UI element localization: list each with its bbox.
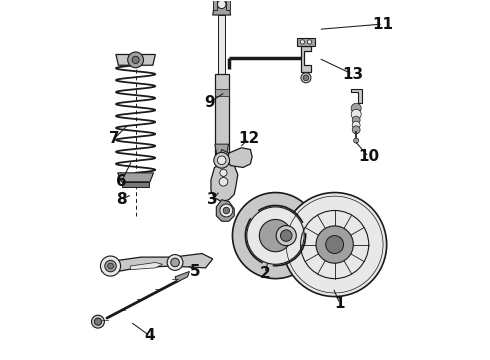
Circle shape	[247, 207, 304, 264]
Polygon shape	[300, 45, 311, 72]
Circle shape	[354, 138, 359, 143]
Text: 13: 13	[342, 67, 363, 82]
Circle shape	[352, 121, 360, 129]
Polygon shape	[216, 200, 234, 221]
Circle shape	[220, 169, 227, 176]
Polygon shape	[215, 144, 228, 155]
Circle shape	[326, 235, 343, 253]
Circle shape	[280, 230, 292, 241]
Circle shape	[108, 263, 113, 269]
Text: 9: 9	[204, 95, 215, 111]
Polygon shape	[130, 262, 163, 270]
Circle shape	[92, 315, 104, 328]
Circle shape	[351, 109, 361, 120]
Polygon shape	[226, 0, 230, 10]
Polygon shape	[227, 148, 252, 167]
Circle shape	[259, 220, 292, 252]
Circle shape	[132, 56, 139, 63]
Circle shape	[283, 193, 387, 297]
Polygon shape	[351, 89, 362, 103]
Circle shape	[167, 255, 183, 270]
Circle shape	[276, 226, 296, 246]
Polygon shape	[220, 149, 229, 160]
Polygon shape	[213, 3, 231, 15]
Text: 12: 12	[238, 131, 259, 146]
Polygon shape	[215, 74, 228, 155]
Circle shape	[351, 103, 361, 113]
Circle shape	[171, 258, 179, 267]
Polygon shape	[116, 54, 155, 65]
Polygon shape	[215, 89, 228, 96]
Text: 1: 1	[335, 296, 345, 311]
Circle shape	[95, 318, 101, 325]
Circle shape	[223, 207, 230, 214]
Circle shape	[100, 256, 121, 276]
Circle shape	[218, 156, 226, 165]
Polygon shape	[118, 173, 153, 182]
Circle shape	[352, 116, 360, 124]
Text: 4: 4	[145, 328, 155, 343]
Circle shape	[307, 40, 312, 44]
Circle shape	[352, 126, 360, 134]
Polygon shape	[122, 182, 149, 187]
Circle shape	[105, 260, 116, 272]
Circle shape	[301, 73, 311, 83]
Circle shape	[214, 152, 230, 168]
Text: 7: 7	[109, 131, 120, 146]
Text: 2: 2	[259, 266, 270, 281]
Text: 11: 11	[372, 17, 393, 32]
Circle shape	[303, 75, 309, 81]
Polygon shape	[213, 0, 218, 10]
Polygon shape	[297, 39, 315, 45]
Text: 6: 6	[116, 174, 126, 189]
Circle shape	[220, 204, 233, 217]
Polygon shape	[175, 271, 190, 282]
Polygon shape	[219, 15, 225, 76]
Polygon shape	[211, 162, 238, 202]
Text: 5: 5	[190, 264, 200, 279]
Circle shape	[232, 193, 318, 279]
Circle shape	[218, 0, 226, 9]
Text: 8: 8	[116, 192, 126, 207]
Circle shape	[316, 226, 353, 263]
Circle shape	[300, 40, 304, 44]
Circle shape	[128, 52, 144, 68]
Circle shape	[219, 177, 228, 186]
Text: 3: 3	[207, 192, 218, 207]
Polygon shape	[101, 253, 213, 271]
Text: 10: 10	[358, 149, 379, 164]
